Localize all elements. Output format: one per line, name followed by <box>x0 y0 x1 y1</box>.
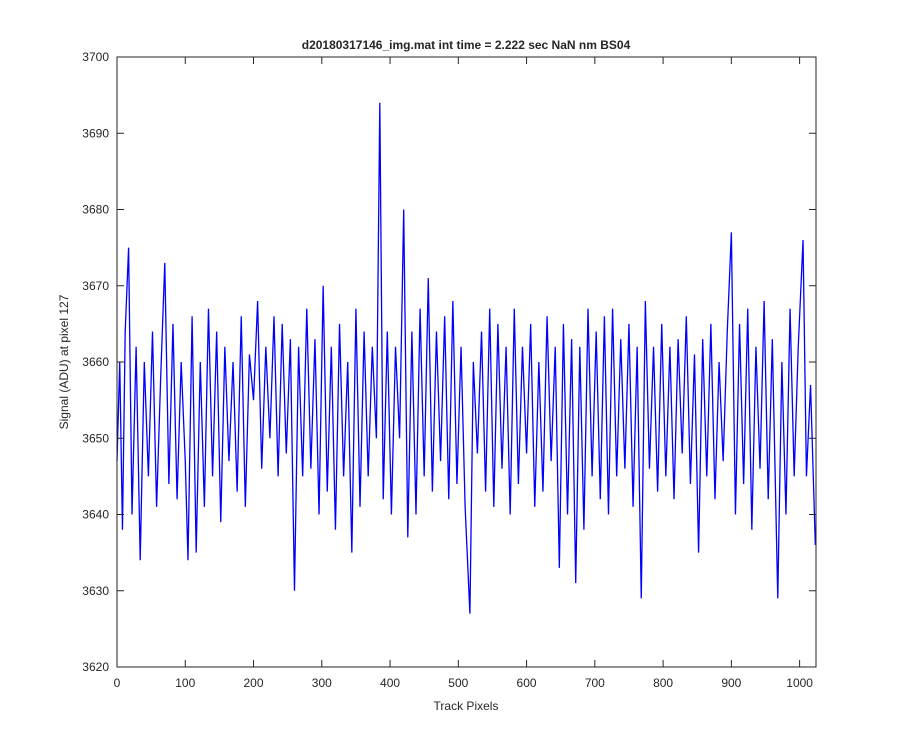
x-tick-label: 200 <box>244 676 264 690</box>
x-tick-label: 500 <box>448 676 468 690</box>
x-tick-label: 300 <box>312 676 332 690</box>
x-tick-label: 800 <box>653 676 673 690</box>
x-tick-label: 1000 <box>786 676 813 690</box>
y-tick-label: 3660 <box>82 355 109 369</box>
data-line <box>116 102 816 614</box>
x-axis-label: Track Pixels <box>434 699 499 713</box>
y-tick-label: 3670 <box>82 279 109 293</box>
y-tick-label: 3640 <box>82 508 109 522</box>
x-tick-label: 700 <box>585 676 605 690</box>
y-tick-label: 3650 <box>82 431 109 445</box>
x-tick-label: 600 <box>517 676 537 690</box>
y-axis-label: Signal (ADU) at pixel 127 <box>57 294 71 429</box>
x-tick-label: 0 <box>114 676 121 690</box>
x-tick-label: 400 <box>380 676 400 690</box>
y-tick-label: 3690 <box>82 126 109 140</box>
chart-title: d20180317146_img.mat int time = 2.222 se… <box>302 38 631 52</box>
y-tick-label: 3700 <box>82 50 109 64</box>
y-tick-label: 3620 <box>82 660 109 674</box>
x-tick-label: 100 <box>175 676 195 690</box>
y-tick-label: 3680 <box>82 203 109 217</box>
x-tick-label: 900 <box>721 676 741 690</box>
y-tick-label: 3630 <box>82 584 109 598</box>
